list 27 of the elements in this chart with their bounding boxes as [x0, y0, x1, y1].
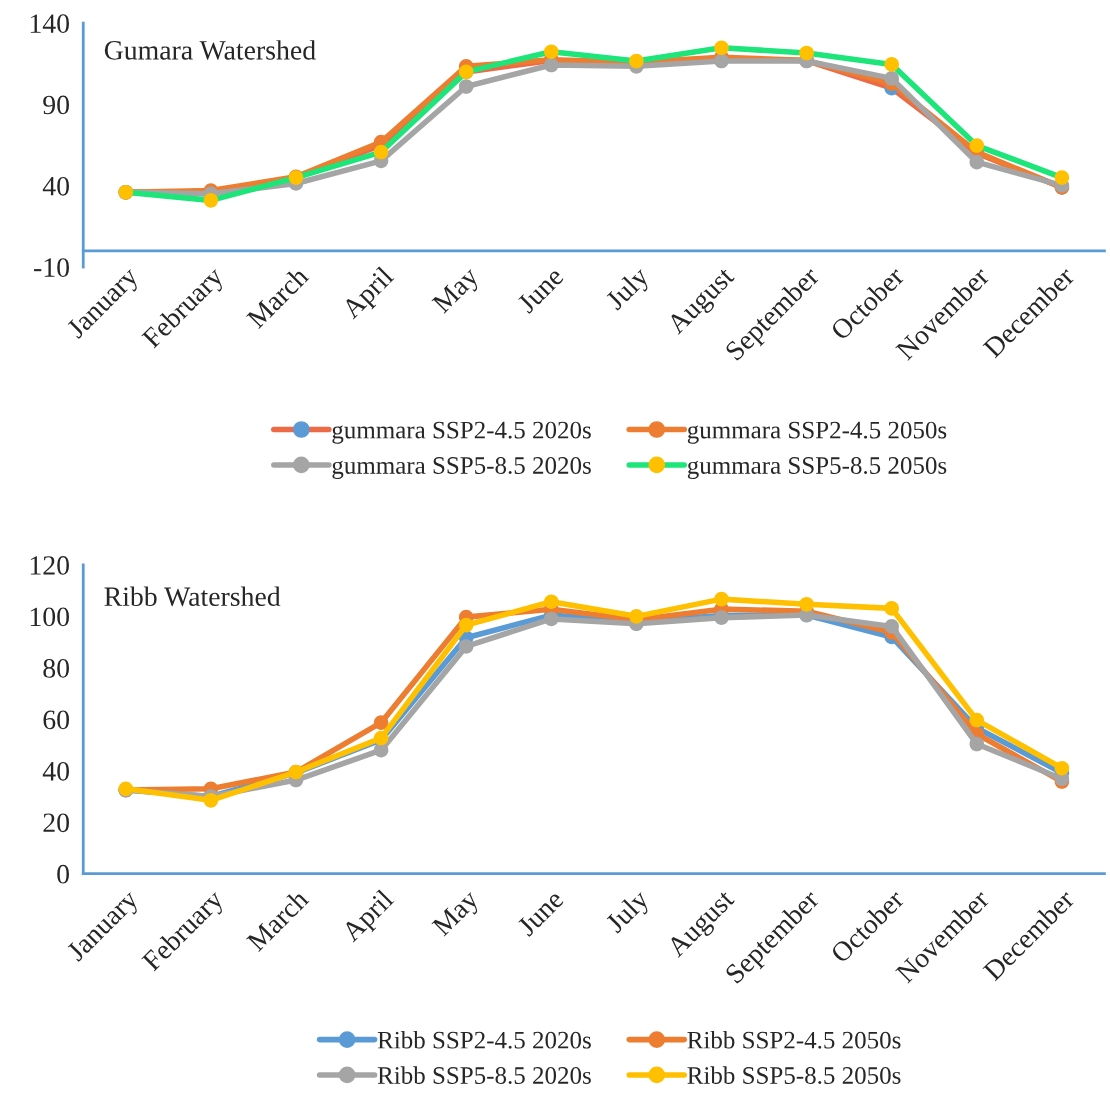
y-tick-label: 100 [30, 607, 69, 627]
legend-label: gummara SSP5-8.5 2020s [332, 457, 591, 480]
y-tick-label: 60 [43, 710, 69, 730]
legend-label: Ribb SSP2-4.5 2020s [377, 1031, 591, 1049]
legend-label: Ribb SSP5-8.5 2050s [687, 1066, 901, 1085]
legend-label: gummara SSP2-4.5 2020s [332, 421, 591, 444]
text: Ribb Watershed [104, 586, 281, 607]
y-tick-label: 40 [42, 176, 69, 196]
x-tick-label: July [604, 264, 655, 315]
x-tick-label: June [516, 266, 565, 315]
y-tick-label: 0 [57, 864, 69, 884]
y-tick-label: 140 [30, 14, 69, 33]
legend-label: gummara SSP2-4.5 2050s [687, 421, 947, 444]
legend-label: Ribb SSP5-8.5 2020s [377, 1066, 591, 1085]
x-tick-label: July [604, 887, 655, 938]
y-tick-label: 20 [43, 813, 69, 833]
x-tick-label: June [516, 889, 565, 938]
y-tick-label: 40 [42, 761, 69, 781]
y-tick-label: -10 [34, 258, 69, 277]
legend-label: gummara SSP5-8.5 2050s [687, 457, 947, 480]
y-tick-label: 120 [30, 556, 69, 575]
y-tick-label: 80 [43, 658, 69, 678]
chart-title: Gumara Watershed [104, 40, 316, 60]
x-tick-label: May [431, 265, 484, 318]
y-tick-label: 90 [43, 95, 69, 115]
legend-label: Ribb SSP2-4.5 2050s [687, 1031, 901, 1049]
x-tick-label: May [431, 888, 484, 941]
